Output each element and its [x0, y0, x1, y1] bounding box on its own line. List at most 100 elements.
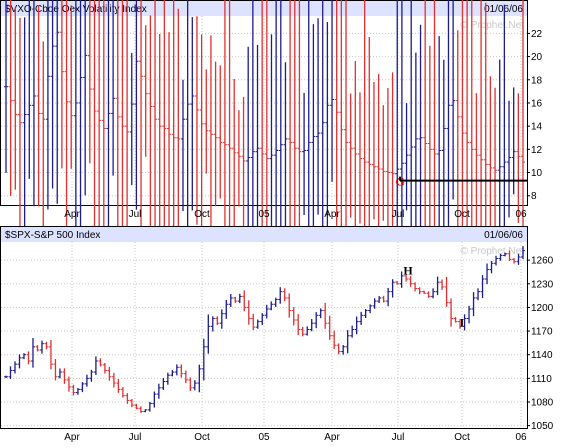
vxo-ohlc-bar — [516, 93, 521, 223]
spx-ohlc-bar — [336, 343, 341, 355]
vxo-ohlc-bar — [330, 0, 335, 182]
spx-ohlc-bar — [323, 302, 328, 329]
spx-ohlc-bar — [147, 401, 152, 412]
vxo-ohlc-bar — [106, 0, 111, 228]
spx-ohlc-bar — [318, 308, 323, 319]
spx-ohlc-bar — [345, 330, 350, 354]
spx-y-tick-label: 1200 — [531, 303, 554, 314]
vxo-ohlc-bar — [115, 0, 120, 248]
spx-ohlc-bar — [71, 384, 76, 396]
vxo-ohlc-bar — [64, 0, 69, 254]
spx-ohlc-bar — [453, 316, 458, 323]
spx-ohlc-bar — [404, 274, 409, 282]
spx-y-ticks: 1050 1080 1110 1140 1170 1200 1230 1260 — [527, 256, 554, 432]
spx-ohlc-bar — [251, 313, 256, 331]
spx-ohlc-bar — [372, 298, 377, 309]
spx-ohlc-bar — [89, 369, 94, 382]
vxo-ohlc-bar — [180, 79, 185, 212]
spx-ohlc-bar — [449, 298, 454, 327]
vxo-ohlc-bar — [13, 7, 18, 190]
spx-ohlc-bar — [102, 362, 107, 374]
spx-ohlc-bar — [75, 388, 80, 395]
spx-ohlc-bar — [377, 296, 382, 303]
spx-header-bar — [1, 227, 527, 242]
spx-y-tick-label: 1110 — [531, 374, 552, 385]
spx-ohlc-bar — [165, 372, 170, 385]
vxo-ohlc-bar — [474, 93, 479, 238]
spx-title: $SPX-S&P 500 Index — [5, 230, 100, 241]
vxo-ohlc-bar — [162, 0, 167, 239]
vxo-x-tick-label: 05 — [258, 209, 270, 220]
vxo-ohlc-bar — [92, 0, 97, 248]
spx-ohlc-bar — [255, 319, 260, 329]
spx-ohlc-bar — [395, 281, 400, 285]
spx-ohlc-bar — [233, 296, 238, 303]
spx-ohlc-bar — [282, 288, 287, 302]
vxo-ohlc-bar — [334, 0, 339, 290]
vxo-y-tick-label: 20 — [531, 52, 543, 63]
spx-ohlc-bar — [66, 376, 71, 392]
spx-ohlc-bar — [84, 374, 89, 387]
vxo-ohlc-bar — [381, 105, 386, 221]
vxo-ohlc-bar — [31, 0, 36, 207]
spx-ohlc-bar — [480, 275, 485, 299]
spx-panel: $SPX-S&P 500 Index 01/06/06 © Prophet.Ne… — [0, 226, 554, 443]
spx-date-label: 01/06/06 — [484, 230, 523, 241]
vxo-annotations: G — [395, 174, 527, 188]
spx-x-tick-label: Jul — [392, 432, 405, 443]
vxo-ohlc-bar — [199, 34, 204, 241]
spx-ohlc-bar — [237, 293, 242, 304]
vxo-x-tick-label: Oct — [194, 209, 210, 220]
vxo-ohlc-bar — [41, 41, 46, 227]
vxo-ohlc-bar — [451, 0, 456, 200]
spx-ohlc-bar — [12, 361, 17, 374]
vxo-ohlc-bar — [357, 92, 362, 224]
spx-ohlc-bar — [332, 330, 337, 349]
vxo-ohlc-bar — [27, 0, 32, 179]
spx-grid — [1, 242, 527, 428]
spx-ohlc-bar — [417, 287, 422, 295]
vxo-ohlc-bar — [511, 87, 516, 195]
spx-ohlc-bar — [224, 300, 229, 319]
spx-ohlc-bar — [390, 279, 395, 298]
vxo-ohlc-bar — [311, 24, 316, 260]
spx-ohlc-bar — [399, 271, 404, 288]
vxo-ohlc-bar — [413, 52, 418, 231]
vxo-ohlc-bar — [167, 32, 172, 230]
spx-ohlc-bar — [201, 338, 206, 381]
vxo-y-tick-label: 8 — [531, 191, 537, 202]
vxo-y-tick-label: 14 — [531, 122, 543, 133]
spx-ohlc-bar — [408, 275, 413, 287]
spx-ohlc-bar — [521, 246, 525, 260]
spx-y-tick-label: 1170 — [531, 327, 553, 338]
spx-ohlc-bar — [210, 316, 215, 332]
vxo-ohlc-bar — [344, 0, 349, 272]
vxo-ohlc-bar — [111, 0, 116, 176]
spx-ohlc-bar — [30, 338, 35, 368]
vxo-watermark: © Prophet.Net — [460, 20, 524, 31]
vxo-y-tick-label: 16 — [531, 98, 543, 109]
spx-ohlc-bar — [125, 393, 130, 404]
vxo-ohlc-bar — [255, 44, 260, 239]
vxo-ohlc-bar — [316, 18, 321, 215]
spx-ohlc-bar — [215, 316, 220, 326]
spx-watermark: © Prophet.Net — [460, 246, 524, 257]
spx-ohlc-bar — [120, 386, 125, 398]
spx-ohlc-bar — [35, 344, 40, 352]
spx-ohlc-bar — [327, 315, 332, 340]
spx-ohlc-bar — [386, 287, 391, 307]
spx-ohlc-bar — [309, 319, 314, 332]
vxo-ohlc-bar — [465, 0, 470, 261]
spx-ohlc-bar — [300, 327, 305, 337]
spx-ohlc-bar — [507, 250, 512, 262]
spx-ohlc-bar — [435, 276, 440, 296]
vxo-ohlc-bar — [143, 25, 148, 157]
spx-ohlc-bar — [57, 368, 62, 379]
spx-ohlc-bar — [62, 368, 67, 384]
vxo-ohlc-bar — [371, 82, 376, 220]
spx-ohlc-bar — [368, 304, 373, 314]
spx-annotation-h: H — [403, 263, 413, 277]
vxo-x-tick-label: Apr — [64, 209, 80, 220]
spx-ohlc-bar — [512, 258, 517, 264]
vxo-ohlc-bar — [455, 30, 460, 227]
